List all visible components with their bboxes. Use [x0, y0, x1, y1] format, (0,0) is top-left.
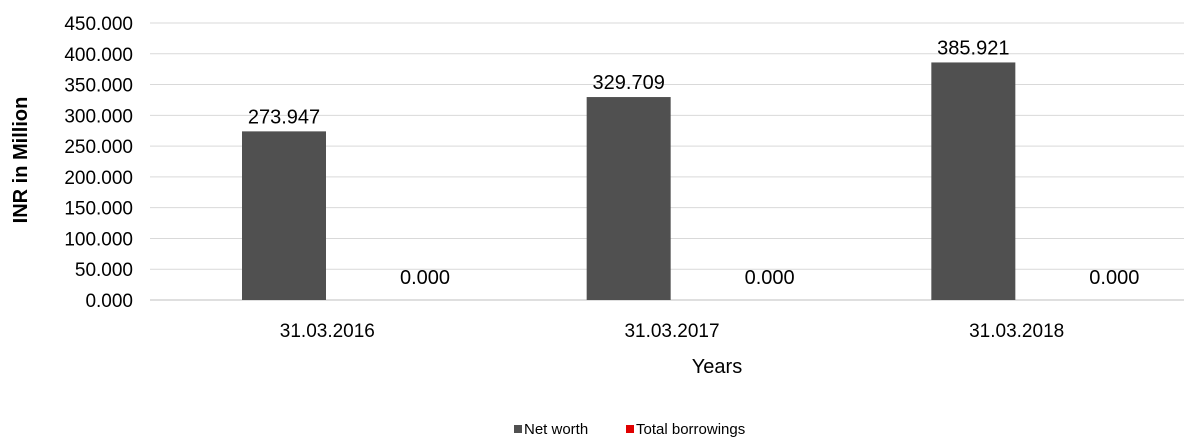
legend: Net worth Total borrowings: [514, 421, 745, 438]
legend-item: Total borrowings: [626, 421, 745, 438]
y-tick-label: 300.000: [64, 106, 133, 127]
x-tick-labels: 31.03.2016 31.03.2017 31.03.2018: [280, 321, 1064, 342]
legend-label: Total borrowings: [636, 421, 745, 438]
y-tick-label: 50.000: [75, 260, 133, 281]
bar: [931, 62, 1016, 300]
data-label: 0.000: [1089, 267, 1139, 289]
data-label: 0.000: [400, 267, 450, 289]
data-label: 329.709: [593, 72, 665, 94]
y-tick-label: 100.000: [64, 229, 133, 250]
y-tick-label: 250.000: [64, 137, 133, 158]
y-axis-title: INR in Million: [10, 97, 32, 224]
data-label: 385.921: [937, 37, 1009, 59]
legend-swatch: [626, 425, 634, 433]
y-tick-labels: 0.000 50.000 100.000 150.000 200.000 250.000 3…: [64, 14, 133, 312]
x-tick-label: 31.03.2016: [280, 321, 375, 342]
legend-label: Net worth: [524, 421, 588, 438]
legend-swatch: [514, 425, 522, 433]
x-tick-label: 31.03.2017: [624, 321, 719, 342]
y-tick-label: 0.000: [85, 291, 133, 312]
data-label: 273.947: [248, 106, 320, 128]
y-tick-label: 350.000: [64, 76, 133, 97]
data-labels: 273.947 0.000 329.709 0.000 385.921 0.000: [248, 37, 1140, 289]
bar: [586, 97, 671, 300]
y-tick-label: 200.000: [64, 168, 133, 189]
y-tick-label: 450.000: [64, 14, 133, 35]
y-tick-label: 400.000: [64, 45, 133, 66]
legend-item: Net worth: [514, 421, 588, 438]
data-label: 0.000: [745, 267, 795, 289]
y-tick-label: 150.000: [64, 199, 133, 220]
x-tick-label: 31.03.2018: [969, 321, 1064, 342]
x-axis-title: Years: [692, 356, 742, 378]
bar: [242, 131, 326, 300]
bars: [242, 62, 1016, 300]
